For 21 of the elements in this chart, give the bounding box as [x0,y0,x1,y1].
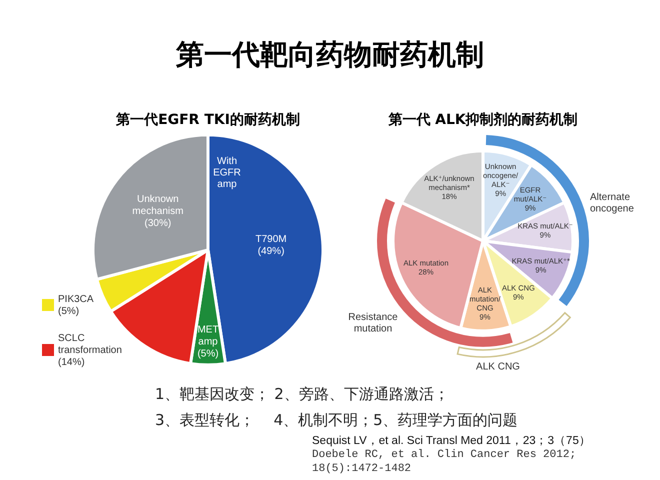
data-label: (30%) [144,218,172,230]
text: 3、表型转化； 4、机制不明；5、药理学方面的问题 [155,410,518,430]
text: 1、靶基因改变； 2、旁路、下游通路激活； [155,384,449,404]
text: With EGFR amp [213,156,241,190]
chart-title: 第一代 ALK抑制剂的耐药机制 [387,111,578,128]
text: Resistance mutation [348,312,398,334]
text: Alternate oncogene [590,192,634,214]
data-label: (5%) [197,348,219,360]
data-label: (5%) [58,306,80,317]
slice-label: T790M [256,234,287,245]
legend-label: PIK3CA [58,294,94,305]
legend-label: SCLC transformation [58,332,122,356]
slice-label: Unknown mechanism [132,194,184,218]
text: Doebele RC, et al. Clin Cancer Res 2012; 18(5):1472-1482 [312,448,578,476]
text: ALK CNG [476,362,520,373]
chart-title: 第一代EGFR TKI的耐药机制 [115,112,300,128]
data-label: (14%) [58,356,85,368]
data-label: (49%) [258,246,284,257]
text: 第一代靶向药物耐药机制 [175,37,485,73]
text: Sequist LV，et al. Sci Transl Med 2011，23；3（75） [312,434,591,449]
slice-label: MET amp [197,324,219,348]
